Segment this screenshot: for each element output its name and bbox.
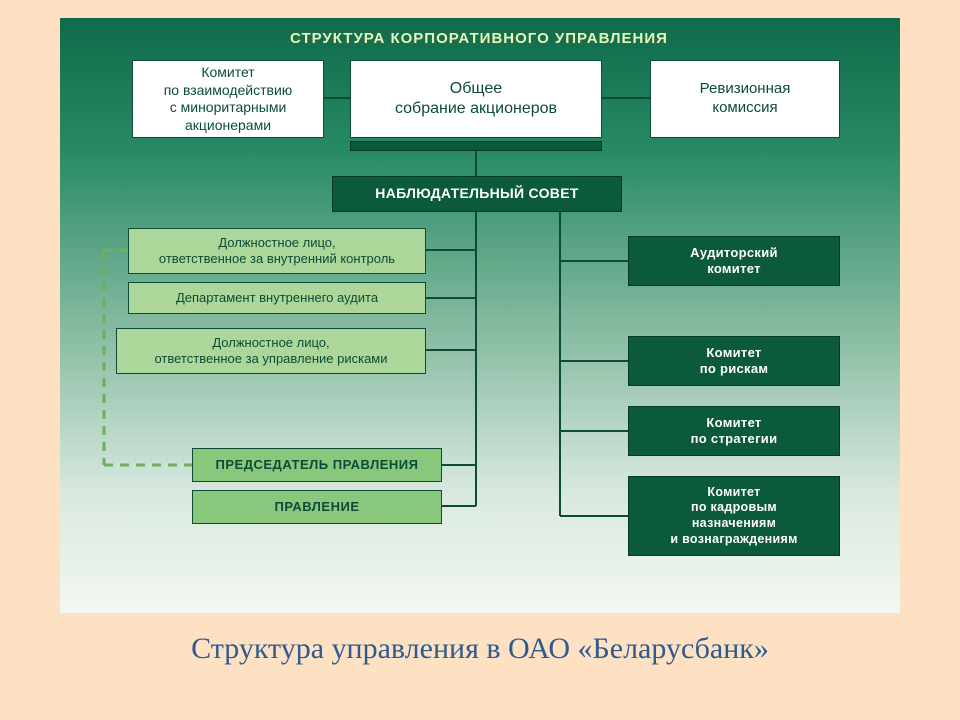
node-strategy-committee: Комитетпо стратегии	[628, 406, 840, 456]
node-internal-control: Должностное лицо,ответственное за внутре…	[128, 228, 426, 274]
node-revision-commission: Ревизионнаякомиссия	[650, 60, 840, 138]
node-board: ПРАВЛЕНИЕ	[192, 490, 442, 524]
node-general-meeting: Общеесобрание акционеров	[350, 60, 602, 138]
node-risk-officer: Должностное лицо,ответственное за управл…	[116, 328, 426, 374]
node-risk-committee: Комитетпо рискам	[628, 336, 840, 386]
node-chairman: ПРЕДСЕДАТЕЛЬ ПРАВЛЕНИЯ	[192, 448, 442, 482]
node-committee-minority: Комитетпо взаимодействиюс миноритарнымиа…	[132, 60, 324, 138]
slide-caption: Структура управления в ОАО «Беларусбанк»	[0, 632, 960, 666]
diagram-canvas: СТРУКТУРА КОРПОРАТИВНОГО УПРАВЛЕНИЯ Коми…	[60, 18, 900, 613]
node-audit-committee: Аудиторскийкомитет	[628, 236, 840, 286]
node-supervisory-board: НАБЛЮДАТЕЛЬНЫЙ СОВЕТ	[332, 176, 622, 212]
node-hr-committee: Комитетпо кадровымназначениями вознаграж…	[628, 476, 840, 556]
diagram-title: СТРУКТУРА КОРПОРАТИВНОГО УПРАВЛЕНИЯ	[290, 30, 668, 47]
node-internal-audit: Департамент внутреннего аудита	[128, 282, 426, 314]
node-green-bar	[350, 141, 602, 151]
